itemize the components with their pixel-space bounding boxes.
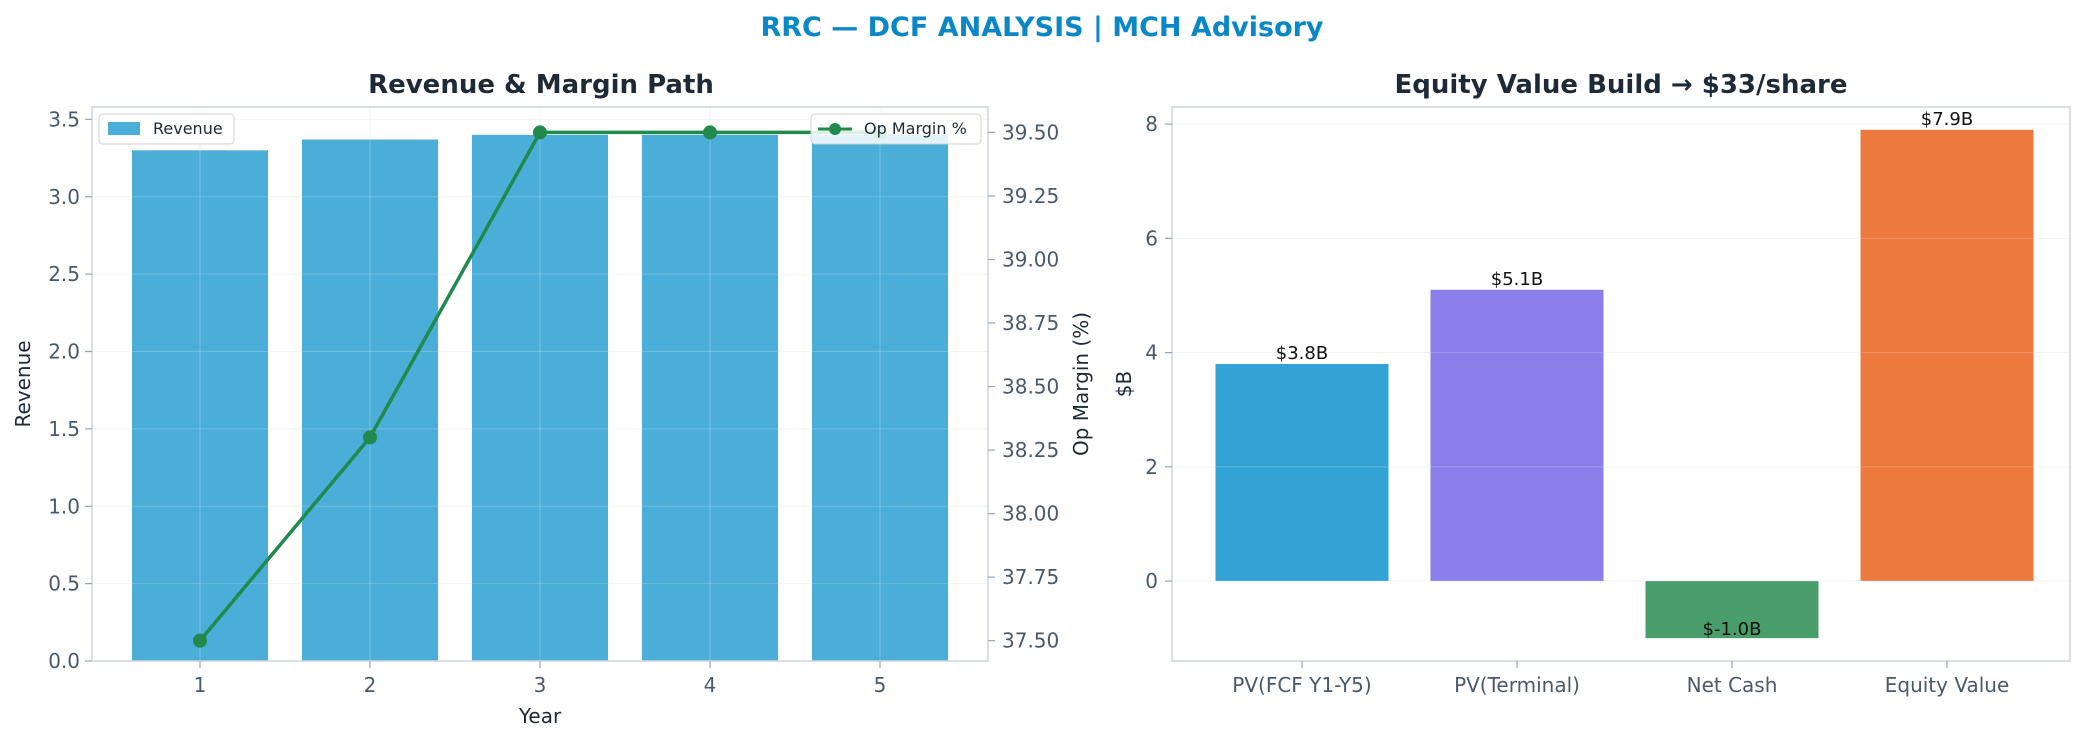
left-y-axis-label: Revenue xyxy=(11,340,35,427)
left-y-tick-label: 2.5 xyxy=(48,262,80,286)
right-y-tick-label: 4 xyxy=(1145,341,1158,365)
equity-bar xyxy=(1430,289,1604,582)
right-y-axis-label: $B xyxy=(1112,371,1136,397)
equity-bar-labels: $3.8B $5.1B $-1.0B $7.9B xyxy=(1276,109,1973,640)
left-x-tick-label: 2 xyxy=(364,673,377,697)
right-y-tick-label: 0 xyxy=(1145,569,1158,593)
left-y2-tick-label: 38.50 xyxy=(1002,375,1059,399)
revenue-bars xyxy=(92,118,988,662)
revenue-bar xyxy=(812,134,948,662)
equity-bar-label: $3.8B xyxy=(1276,343,1328,364)
op-margin-point xyxy=(703,125,717,140)
right-x-tick-label: PV(FCF Y1-Y5) xyxy=(1232,673,1371,697)
left-y-tick-label: 3.0 xyxy=(48,185,80,209)
left-y2-ticks: 37.50 37.75 38.00 38.25 38.50 38.75 39.00 39.25… xyxy=(988,120,1059,653)
left-y-tick-label: 1.5 xyxy=(48,417,80,441)
revenue-margin-title: Revenue & Margin Path xyxy=(368,70,714,100)
op-margin-legend-label: Op Margin % xyxy=(864,119,967,138)
left-y-tick-label: 0.5 xyxy=(48,572,80,596)
right-y-tick-label: 2 xyxy=(1145,455,1158,479)
equity-build-panel: Equity Value Build → $33/share $3.8B $5.1… xyxy=(1112,70,2071,697)
right-plot-frame xyxy=(1171,106,2071,662)
equity-bar-label: $5.1B xyxy=(1491,269,1543,290)
revenue-legend-swatch xyxy=(108,122,140,135)
left-x-tick-label: 5 xyxy=(874,673,887,697)
revenue-bar xyxy=(302,139,438,662)
revenue-legend: Revenue xyxy=(98,113,235,145)
figure-title: RRC — DCF ANALYSIS | MCH Advisory xyxy=(760,12,1323,43)
op-margin-point xyxy=(193,633,207,648)
op-margin-legend-marker xyxy=(829,123,841,135)
left-y2-axis-label: Op Margin (%) xyxy=(1069,312,1093,456)
revenue-legend-label: Revenue xyxy=(153,119,223,138)
left-y2-tick-label: 39.25 xyxy=(1002,184,1059,208)
left-y-tick-label: 3.5 xyxy=(48,107,80,131)
right-x-tick-label: PV(Terminal) xyxy=(1454,673,1580,697)
revenue-bar xyxy=(642,134,778,662)
left-x-tick-label: 4 xyxy=(704,673,717,697)
revenue-legend-box xyxy=(98,113,235,145)
right-x-ticks: PV(FCF Y1-Y5) PV(Terminal) Net Cash Equity … xyxy=(1232,661,2009,697)
equity-build-title: Equity Value Build → $33/share xyxy=(1395,70,1848,100)
left-x-tick-label: 1 xyxy=(194,673,207,697)
left-y-tick-label: 1.0 xyxy=(48,494,80,518)
equity-bar-label: $-1.0B xyxy=(1703,619,1762,640)
left-y2-tick-label: 39.50 xyxy=(1002,120,1059,144)
equity-bar xyxy=(1645,581,1819,639)
op-margin-legend: Op Margin % xyxy=(810,113,982,145)
left-y-tick-label: 2.0 xyxy=(48,340,80,364)
right-y-ticks: 0 2 4 6 8 xyxy=(1145,112,1172,593)
left-y2-tick-label: 39.00 xyxy=(1002,247,1059,271)
left-x-axis-label: Year xyxy=(518,704,562,728)
equity-bar-label: $7.9B xyxy=(1921,109,1973,130)
left-y2-tick-label: 38.75 xyxy=(1002,311,1059,335)
left-y2-tick-label: 37.50 xyxy=(1002,629,1059,653)
op-margin-legend-box xyxy=(810,113,982,145)
left-y-ticks: 0.0 0.5 1.0 1.5 2.0 2.5 3.0 3.5 xyxy=(48,107,92,673)
right-x-tick-label: Equity Value xyxy=(1885,673,2010,697)
revenue-bar xyxy=(132,150,268,662)
right-y-tick-label: 8 xyxy=(1145,112,1158,136)
left-y2-tick-label: 37.75 xyxy=(1002,565,1059,589)
left-y2-tick-label: 38.00 xyxy=(1002,502,1059,526)
equity-bar xyxy=(1215,364,1389,582)
op-margin-point xyxy=(533,125,547,140)
op-margin-point xyxy=(363,430,377,445)
equity-bar xyxy=(1860,129,2034,582)
left-y2-tick-label: 38.25 xyxy=(1002,438,1059,462)
left-x-ticks: 1 2 3 4 5 xyxy=(194,661,887,697)
left-y-tick-label: 0.0 xyxy=(48,649,80,673)
revenue-bar xyxy=(472,134,608,662)
revenue-margin-panel: Revenue & Margin Path 0.0 0.5 1.0 1.5 2.0 2.5… xyxy=(11,70,1093,728)
equity-bars xyxy=(1172,123,2070,639)
right-x-tick-label: Net Cash xyxy=(1687,673,1778,697)
right-y-tick-label: 6 xyxy=(1145,226,1158,250)
left-x-tick-label: 3 xyxy=(534,673,547,697)
